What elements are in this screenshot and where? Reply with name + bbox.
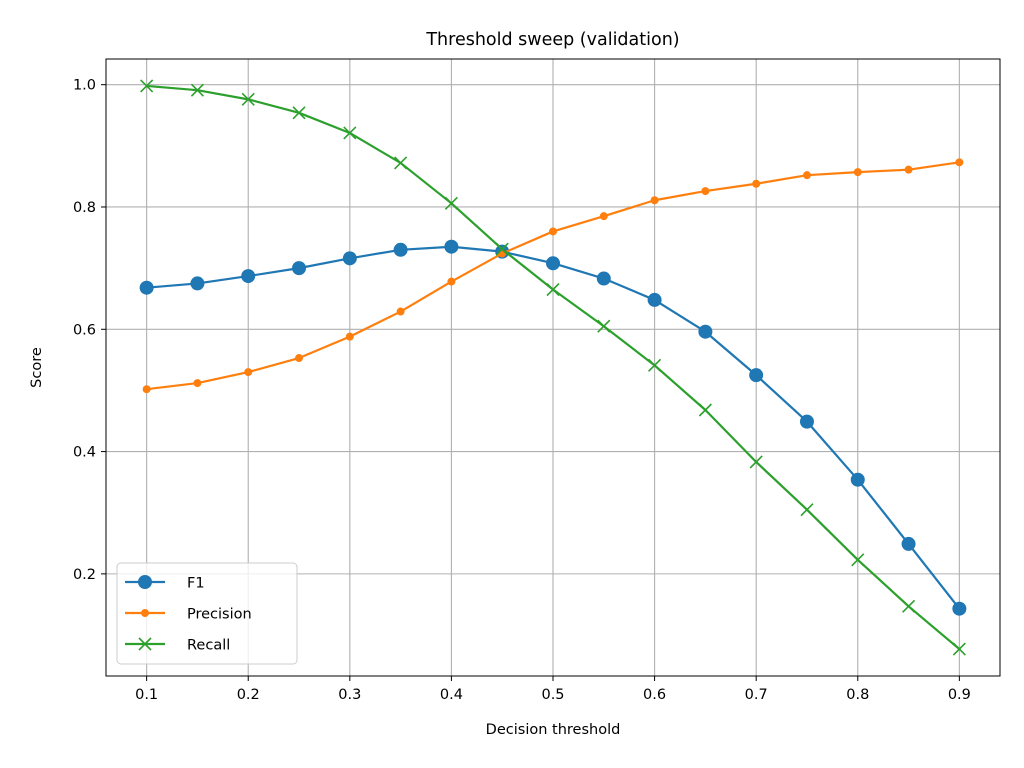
data-point-recall <box>902 599 916 613</box>
x-tick-label: 0.5 <box>541 687 564 703</box>
data-point-precision <box>904 165 913 174</box>
data-point-f1 <box>241 269 256 284</box>
data-point-precision <box>295 354 304 363</box>
y-tick-label: 0.8 <box>73 200 96 216</box>
data-point-f1 <box>698 324 713 339</box>
x-tick-label: 0.4 <box>440 687 463 703</box>
data-point-f1 <box>444 239 459 254</box>
data-point-precision <box>599 212 608 221</box>
data-point-recall <box>190 83 204 97</box>
y-tick-label: 0.4 <box>73 445 96 461</box>
series-precision <box>142 158 964 394</box>
series-recall <box>140 79 966 656</box>
chart-title: Threshold sweep (validation) <box>425 30 679 50</box>
x-tick-label: 0.8 <box>846 687 869 703</box>
data-point-precision <box>345 332 354 341</box>
data-point-recall <box>800 503 814 517</box>
data-point-precision <box>955 158 964 167</box>
data-point-recall <box>597 319 611 333</box>
data-point-precision <box>701 187 710 196</box>
data-point-recall <box>648 358 662 372</box>
data-point-precision <box>142 385 151 394</box>
data-point-precision <box>193 379 202 388</box>
data-point-f1 <box>850 472 865 487</box>
data-point-recall <box>343 126 357 140</box>
data-point-precision <box>396 307 405 316</box>
data-point-recall <box>749 455 763 469</box>
legend-box <box>116 562 298 665</box>
data-point-f1 <box>292 261 307 276</box>
legend-entry-f1: F1 <box>125 575 205 592</box>
data-point-f1 <box>546 256 560 271</box>
legend-entry-recall: Recall <box>125 637 230 654</box>
data-point-recall <box>952 642 966 656</box>
data-point-recall <box>444 196 458 210</box>
data-point-recall <box>495 242 509 256</box>
data-point-recall <box>851 553 865 567</box>
data-point-recall <box>140 79 154 93</box>
data-point-f1 <box>647 292 662 307</box>
x-tick-label: 0.6 <box>643 687 666 703</box>
x-tick-label: 0.2 <box>237 687 260 703</box>
x-tick-label: 0.1 <box>135 687 158 703</box>
data-point-precision <box>244 368 253 377</box>
y-tick-label: 0.2 <box>73 567 96 583</box>
data-point-recall <box>241 92 255 106</box>
legend-marker-f1 <box>138 575 152 589</box>
series-layer <box>139 79 967 656</box>
data-point-f1 <box>596 271 611 286</box>
data-point-f1 <box>952 601 967 616</box>
data-point-f1 <box>139 280 154 295</box>
data-point-recall <box>546 282 560 297</box>
y-tick-label: 0.6 <box>73 322 96 338</box>
data-point-f1 <box>799 414 814 429</box>
legend-label-precision: Precision <box>187 607 252 623</box>
data-point-f1 <box>393 242 408 257</box>
data-point-precision <box>802 171 811 180</box>
data-point-f1 <box>190 276 205 291</box>
ticks: 0.1 0.2 0.3 0.4 0.5 0.6 0.7 0.8 0.9 0.2 0.4 0.6 0.8 1… <box>73 78 971 703</box>
data-point-recall <box>292 106 306 120</box>
data-point-precision <box>752 179 761 188</box>
legend: F1 Precision Recall <box>116 562 298 665</box>
series-f1 <box>139 239 967 616</box>
data-point-precision <box>650 196 659 205</box>
data-point-precision <box>447 277 456 286</box>
y-axis-label: Score <box>29 347 45 388</box>
data-point-recall <box>394 156 408 170</box>
x-tick-label: 0.3 <box>338 687 361 703</box>
legend-label-f1: F1 <box>187 576 205 592</box>
x-tick-label: 0.9 <box>948 687 971 703</box>
legend-marker-recall <box>138 637 152 651</box>
data-point-f1 <box>342 251 357 266</box>
data-point-recall <box>698 403 712 417</box>
y-tick-label: 1.0 <box>73 78 96 94</box>
x-tick-label: 0.7 <box>745 687 768 703</box>
data-point-f1 <box>901 536 916 551</box>
data-point-precision <box>549 227 557 236</box>
legend-marker-precision <box>141 609 149 617</box>
legend-label-recall: Recall <box>187 638 230 654</box>
legend-entry-precision: Precision <box>125 607 252 623</box>
x-axis-label: Decision threshold <box>486 722 621 738</box>
data-point-f1 <box>749 368 764 383</box>
data-point-precision <box>853 168 862 177</box>
